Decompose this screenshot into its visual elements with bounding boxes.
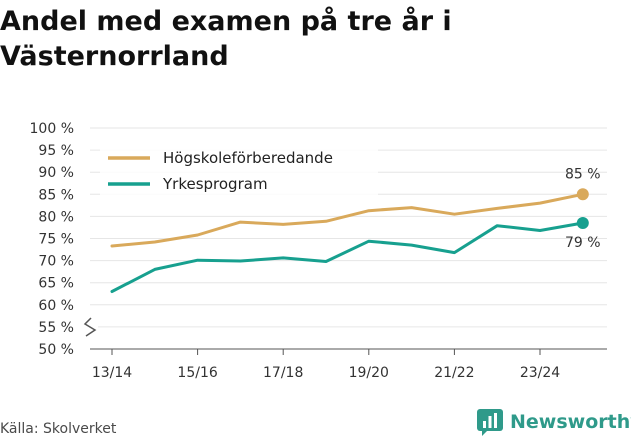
y-tick-label: 100 % — [30, 121, 74, 137]
chart-title: Andel med examen på tre år i Västernorrl… — [0, 6, 452, 72]
series-end-point — [576, 188, 589, 201]
brand-logo[interactable]: Newsworthy — [476, 408, 631, 436]
y-tick-label: 70 % — [38, 254, 74, 270]
series-line-hogskoleforberedande — [110, 192, 585, 248]
x-tick-label: 23/24 — [520, 365, 560, 381]
series-line-yrkesprogram — [110, 221, 585, 293]
y-tick-label: 90 % — [38, 165, 74, 181]
y-tick-label: 65 % — [38, 276, 74, 292]
y-tick-label: 80 % — [38, 209, 74, 225]
data-label: 85 % — [565, 166, 601, 182]
x-tick-label: 15/16 — [177, 365, 217, 381]
x-tick-label: 19/20 — [349, 365, 389, 381]
source-note: Källa: Skolverket — [0, 421, 117, 437]
series-end-point — [576, 217, 589, 230]
y-tick-label: 55 % — [38, 320, 74, 336]
legend-box — [100, 142, 378, 200]
y-tick-label: 60 % — [38, 298, 74, 314]
x-tick-label: 21/22 — [434, 365, 474, 381]
axis-break-icon — [83, 317, 97, 337]
y-tick-label: 75 % — [38, 232, 74, 248]
brand-name: Newsworthy — [510, 411, 631, 433]
legend-label: Högskoleförberedande — [163, 149, 333, 167]
legend-label: Yrkesprogram — [162, 175, 268, 193]
x-tick-label: 13/14 — [92, 365, 132, 381]
y-tick-label: 95 % — [38, 143, 74, 159]
y-tick-label: 50 % — [38, 342, 74, 358]
data-label: 79 % — [565, 235, 601, 251]
y-tick-label: 85 % — [38, 187, 74, 203]
x-tick-label: 17/18 — [263, 365, 303, 381]
newsworthy-logo-icon — [477, 409, 503, 436]
